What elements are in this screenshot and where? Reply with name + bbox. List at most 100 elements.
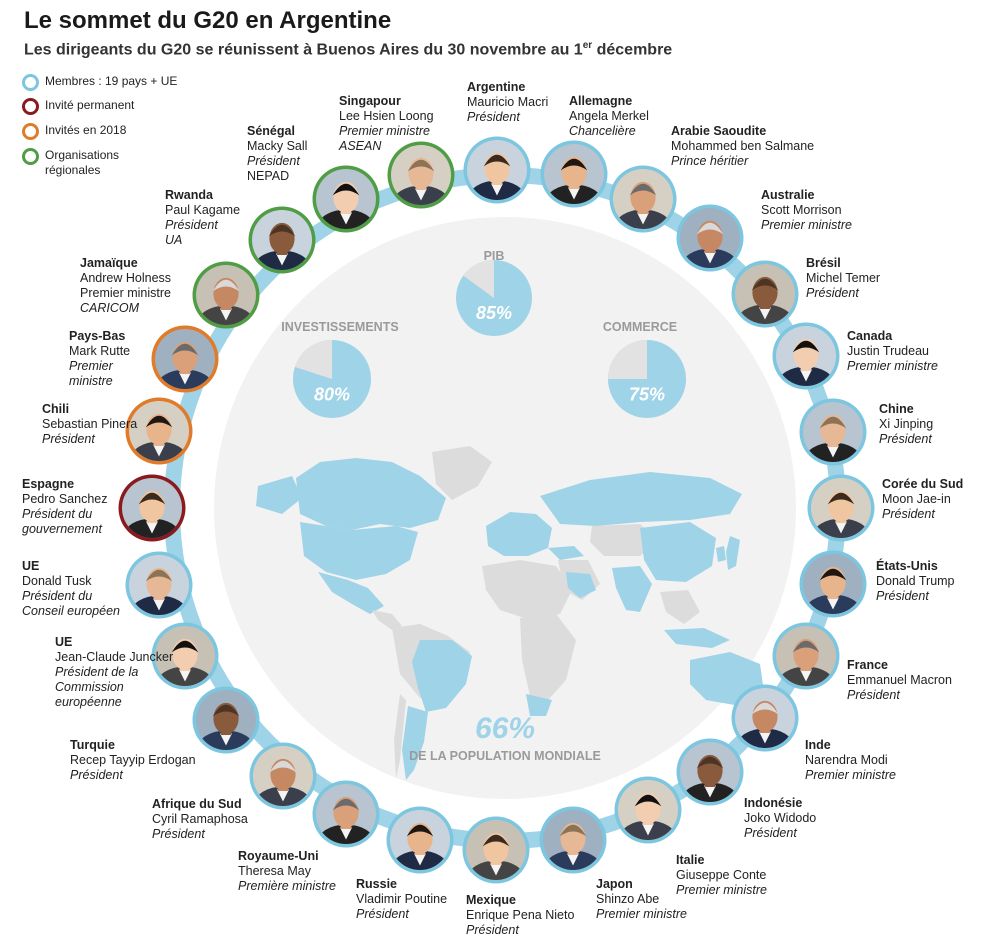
leader-label: Mexique Enrique Pena Nieto Président: [466, 893, 574, 938]
leader-name: Sebastian Pinera: [42, 417, 138, 431]
portrait-13: [539, 806, 607, 874]
leader-label: UE Donald Tusk Président du Conseil europé…: [22, 559, 132, 619]
portrait-27: [387, 141, 455, 209]
leader-country: Inde: [805, 738, 831, 752]
leader-country: Rwanda: [165, 188, 213, 202]
leader-role: Premier ministre: [339, 124, 430, 138]
leader-label: États-Unis Donald Trump Président: [876, 559, 955, 604]
avatar-icon: [776, 626, 836, 686]
portrait-24: [192, 261, 260, 329]
leader-name: Lee Hsien Loong: [339, 109, 434, 123]
avatar-icon: [390, 810, 450, 870]
leader-role: Premier ministre: [847, 359, 938, 373]
leader-org: NEPAD: [247, 169, 290, 183]
avatar-icon: [680, 742, 740, 802]
portrait-21: [118, 474, 186, 542]
avatar-icon: [196, 690, 256, 750]
portrait-5: [772, 322, 840, 390]
stats-group: 85% PIB 80% INVESTISSEMENTS 75% COMMERCE 66% DE…: [281, 249, 686, 763]
avatar-icon: [776, 326, 836, 386]
map-greenland: [432, 446, 492, 500]
subtitle-tail: décembre: [592, 41, 673, 59]
page-subtitle: Les dirigeants du G20 se réunissent à Bu…: [24, 40, 672, 59]
leader-name: Mark Rutte: [69, 344, 131, 358]
leader-name: Vladimir Poutine: [356, 892, 448, 906]
leader-label: Argentine Mauricio Macri Président: [467, 80, 548, 125]
leader-country: Indonésie: [744, 796, 803, 810]
leader-label: UE Jean-Claude Juncker Président de la Com…: [55, 635, 173, 710]
leader-name: Angela Merkel: [569, 109, 649, 123]
leader-role: Président: [70, 768, 123, 782]
map-south-africa: [526, 694, 552, 716]
leader-country: Arabie Saoudite: [671, 124, 767, 138]
leader-name: Pedro Sanchez: [22, 492, 108, 506]
legend-item-guests-2018: Invités en 2018: [22, 123, 126, 140]
leader-label: Russie Vladimir Poutine Président: [356, 877, 447, 922]
map-usa: [300, 522, 418, 580]
leader-org: UA: [165, 233, 183, 247]
legend-label: Invités en 2018: [45, 123, 127, 137]
legend-item-permanent-guest: Invité permanent: [22, 98, 134, 115]
stat-commerce-pie-rest: [608, 340, 647, 379]
leader-country: Singapour: [339, 94, 401, 108]
avatar-icon: [466, 820, 526, 880]
map-africa-south: [520, 614, 576, 700]
leader-country: Russie: [356, 877, 397, 891]
avatar-icon: [129, 555, 189, 615]
legend-item-members: Membres : 19 pays + UE: [22, 74, 177, 91]
portrait-0: [463, 136, 531, 204]
leader-label: Sénégal Macky Sall Président NEPAD: [247, 124, 307, 184]
leader-role: Prince héritier: [671, 154, 749, 168]
leader-label: Brésil Michel Temer Président: [806, 256, 880, 301]
leader-role: Premier ministre: [80, 286, 171, 300]
leader-label: Afrique du Sud Cyril Ramaphosa Président: [152, 797, 248, 842]
avatar-icon: [196, 265, 256, 325]
leader-country: Italie: [676, 853, 705, 867]
avatar-icon: [155, 626, 215, 686]
leader-label: Corée du Sud Moon Jae-in Président: [882, 477, 963, 522]
avatar-icon: [803, 402, 863, 462]
leader-name: Mauricio Macri: [467, 95, 549, 109]
leader-country: Pays-Bas: [69, 329, 126, 343]
leader-name: Giuseppe Conte: [676, 868, 767, 882]
map-alaska: [256, 476, 302, 514]
leader-role: Président: [356, 907, 409, 921]
portrait-22: [125, 397, 193, 465]
leader-role: Président de la Commission européenne: [55, 665, 139, 709]
leader-role: Président: [466, 923, 519, 937]
portrait-14: [462, 816, 530, 884]
portrait-26: [312, 165, 380, 233]
legend-dot-members-icon: [22, 74, 39, 91]
leader-name: Narendra Modi: [805, 753, 888, 767]
leader-name: Donald Trump: [876, 574, 955, 588]
stat-investissements: 80% INVESTISSEMENTS: [281, 320, 399, 418]
avatar-icon: [467, 140, 527, 200]
leader-role: Président: [876, 589, 929, 603]
portrait-23: [151, 325, 219, 393]
map-japan: [726, 536, 740, 570]
avatar-icon: [613, 169, 673, 229]
leader-name: Theresa May: [238, 864, 311, 878]
leader-name: Recep Tayyip Erdogan: [70, 753, 196, 767]
leader-name: Xi Jinping: [879, 417, 934, 431]
leader-label: Turquie Recep Tayyip Erdogan Président: [70, 738, 196, 783]
stat-investissements-pie-rest: [294, 340, 332, 379]
leader-role: Président: [879, 432, 932, 446]
stat-pib-pie-rest: [463, 260, 494, 298]
leader-label: Japon Shinzo Abe Premier ministre: [596, 877, 687, 922]
stat-population-pct: 66%: [475, 712, 535, 745]
leader-name: Enrique Pena Nieto: [466, 908, 575, 922]
portrait-19: [151, 622, 219, 690]
leader-name: Scott Morrison: [761, 203, 842, 217]
portrait-25: [248, 206, 316, 274]
stat-investissements-pct: 80%: [314, 384, 350, 404]
legend-item-regional-orgs: Organisations régionales: [22, 148, 142, 178]
portrait-6: [799, 398, 867, 466]
leader-country: Sénégal: [247, 124, 295, 138]
map-china: [640, 522, 716, 582]
avatar-icon: [811, 478, 871, 538]
leader-label: Pays-Bas Mark Rutte Premier ministre: [69, 329, 130, 389]
avatar-icon: [391, 145, 451, 205]
map-europe: [486, 512, 552, 556]
avatar-icon: [618, 780, 678, 840]
